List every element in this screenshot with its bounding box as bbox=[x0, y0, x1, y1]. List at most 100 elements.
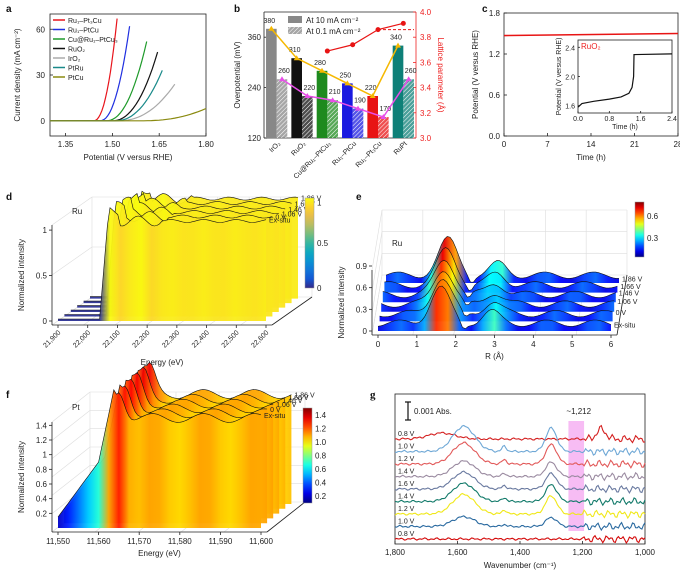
series-label: Ex-situ bbox=[614, 323, 636, 330]
depth-axis bbox=[266, 501, 306, 533]
y-tick-label: 240 bbox=[248, 84, 262, 93]
bar-value-label: 260 bbox=[278, 68, 290, 75]
spectrum-label: 1.0 V bbox=[398, 519, 415, 526]
colorbar-tick-label: 0.6 bbox=[647, 212, 659, 221]
y-tick-label: 0.6 bbox=[36, 480, 48, 489]
scale-bar-label: 0.001 Abs. bbox=[414, 407, 452, 416]
legend-label: PtRu bbox=[68, 66, 84, 73]
legend-label: Ru₁–PtCu bbox=[68, 28, 99, 35]
spectrum-line bbox=[394, 424, 646, 444]
y2-tick-label: 4.0 bbox=[420, 8, 432, 17]
x-tick-label: 1,000 bbox=[635, 548, 656, 557]
x-tick-label: IrO₂ bbox=[268, 140, 282, 154]
legend-swatch bbox=[288, 27, 302, 34]
slice-line bbox=[57, 388, 262, 518]
colorbar bbox=[634, 201, 645, 258]
band-annotation: ~1,212 bbox=[566, 407, 591, 416]
grid-line bbox=[51, 391, 91, 423]
y-tick-label: 0.6 bbox=[489, 91, 501, 100]
y2-tick-label: 3.4 bbox=[420, 84, 432, 93]
x-axis-label: R (Å) bbox=[485, 352, 504, 361]
y2-tick-label: 3.8 bbox=[420, 33, 432, 42]
bar-0.1mA bbox=[352, 108, 364, 138]
x-tick-label: 11,550 bbox=[46, 537, 70, 546]
depth-axis bbox=[616, 274, 628, 336]
x-tick-label: 11,600 bbox=[249, 537, 273, 546]
series-label: 1.46 V bbox=[288, 207, 309, 214]
series-label: 1.66 V bbox=[288, 395, 309, 402]
bar-0.1mA bbox=[327, 100, 338, 138]
trend-marker bbox=[354, 105, 361, 111]
x-tick-label: 5 bbox=[570, 340, 575, 349]
y-tick-label: 0 bbox=[43, 317, 48, 326]
x-axis-label: Potential (V versus RHE) bbox=[84, 153, 173, 162]
slice-line bbox=[58, 207, 267, 320]
series-label: 1.46 V bbox=[619, 291, 640, 298]
bar-10mA bbox=[367, 96, 378, 138]
series-label: 1.46 V bbox=[282, 398, 303, 405]
surface-slice bbox=[386, 236, 619, 283]
bar-10mA bbox=[291, 58, 302, 139]
grid-line bbox=[51, 446, 91, 478]
x-tick-label: 22,600 bbox=[250, 329, 270, 349]
y-tick-label: 0.6 bbox=[356, 284, 368, 293]
bar-10mA bbox=[342, 83, 353, 138]
x-tick-label: 1 bbox=[415, 340, 420, 349]
spectrum-line bbox=[394, 492, 646, 520]
lattice-point bbox=[324, 48, 330, 54]
y-tick-label: 360 bbox=[248, 33, 262, 42]
plot-frame bbox=[394, 393, 646, 545]
inset-y-tick-label: 2.4 bbox=[565, 45, 575, 52]
y-tick-label: 1.2 bbox=[489, 50, 501, 59]
series-line bbox=[503, 32, 679, 37]
grid-line bbox=[51, 465, 91, 496]
x-tick-label: 11,560 bbox=[87, 537, 111, 546]
bar-0.1mA bbox=[378, 117, 389, 138]
colorbar-tick-label: 0.5 bbox=[317, 239, 329, 248]
y-axis-label: Normalized intensity bbox=[337, 266, 346, 338]
slice-line bbox=[64, 201, 273, 315]
y-axis-label: Potential (V versus RHE) bbox=[471, 30, 480, 119]
x-tick-label: 1,600 bbox=[447, 548, 468, 557]
x-tick-label: 1,200 bbox=[572, 548, 593, 557]
bar-value-label: 280 bbox=[314, 60, 326, 67]
spectrum-label: 0.8 V bbox=[398, 431, 415, 438]
y-tick-label: 0 bbox=[363, 327, 368, 336]
y-tick-label: 60 bbox=[36, 25, 45, 34]
surface-slice bbox=[58, 389, 261, 528]
panel-d-chart: d 1.86 V1.66 V1.46 V1.06 V0 VEx-situ00.5… bbox=[6, 190, 329, 367]
x-tick-label: 0 bbox=[376, 340, 381, 349]
panel-label-g: g bbox=[370, 389, 376, 401]
trend-marker bbox=[380, 114, 387, 119]
colorbar-tick-label: 0.2 bbox=[315, 492, 327, 501]
spectrum-label: 1.0 V bbox=[398, 444, 415, 451]
bar-0.1mA bbox=[403, 79, 414, 138]
panel-label-e: e bbox=[356, 192, 362, 203]
inset-x-tick-label: 0.8 bbox=[604, 116, 614, 123]
colorbar-tick-label: 1.2 bbox=[315, 424, 327, 433]
spectrum-label: 1.4 V bbox=[398, 469, 415, 476]
inset-y-axis-label: Potential (V versus RHE) bbox=[556, 38, 563, 116]
spectrum-line bbox=[394, 515, 646, 532]
lattice-point bbox=[400, 20, 406, 26]
panel-b-chart: b 120 240 360 3.0 3.2 3.4 3.6 3.8 4.0 Overpotenti… bbox=[233, 4, 445, 181]
x-tick-label: RuPt bbox=[393, 140, 409, 156]
inset-y-tick-label: 2.0 bbox=[565, 75, 575, 82]
legend-label: Ru₁–Pt₃Cu bbox=[68, 18, 102, 25]
grid-line bbox=[51, 410, 91, 441]
legend-swatch bbox=[288, 16, 302, 23]
colorbar-tick-label: 0.4 bbox=[315, 479, 327, 488]
grid-line bbox=[51, 246, 93, 276]
trend-marker bbox=[304, 93, 311, 98]
inset-x-axis-label: Time (h) bbox=[612, 124, 638, 131]
colorbar-tick-label: 0.8 bbox=[315, 452, 327, 461]
bar-value-label: 380 bbox=[264, 18, 276, 25]
colorbar-tick-label: 1 bbox=[317, 199, 322, 208]
plot-frame bbox=[503, 12, 679, 137]
panel-g-chart: g 1,800 1,600 1,400 1,200 1,000 Wavenumber (c… bbox=[370, 389, 656, 570]
slice-line bbox=[385, 236, 619, 283]
y-tick-label: 1.2 bbox=[36, 436, 48, 445]
bar-10mA bbox=[392, 45, 404, 138]
bar-0.1mA bbox=[276, 79, 288, 138]
colorbar bbox=[304, 197, 315, 289]
